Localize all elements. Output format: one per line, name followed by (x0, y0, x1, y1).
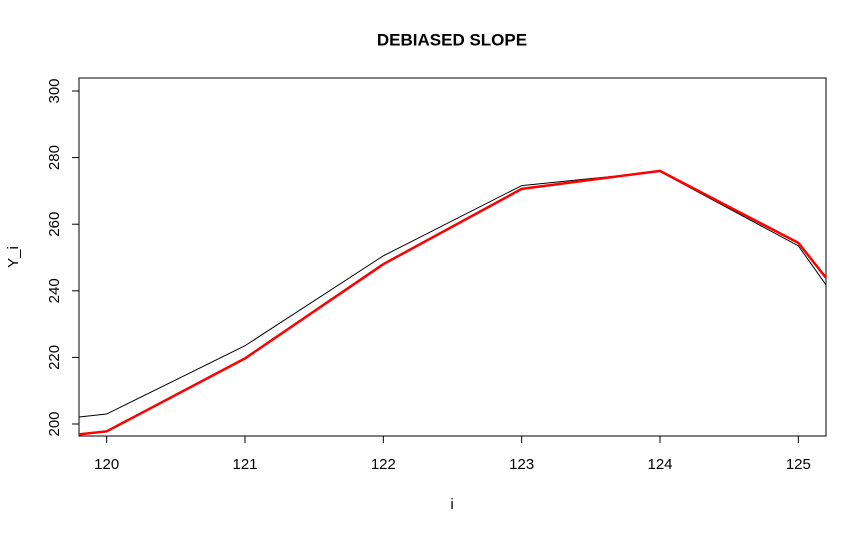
y-tick-label: 200 (46, 411, 63, 436)
x-tick-label: 120 (94, 456, 119, 473)
x-tick-label: 123 (509, 456, 534, 473)
y-tick-label: 240 (46, 278, 63, 303)
x-tick-label: 125 (786, 456, 811, 473)
x-tick-label: 121 (232, 456, 257, 473)
x-tick-label: 122 (371, 456, 396, 473)
y-tick-label: 280 (46, 145, 63, 170)
series-line (78, 171, 827, 418)
y-tick-label: 300 (46, 78, 63, 103)
y-tick-label: 260 (46, 212, 63, 237)
x-axis-label: i (450, 496, 453, 513)
chart-title: DEBIASED SLOPE (377, 30, 527, 49)
x-tick-label: 124 (647, 456, 672, 473)
y-tick-label: 220 (46, 345, 63, 370)
y-axis-label: Y_i (5, 246, 22, 268)
plot-frame (78, 77, 827, 437)
series-line (78, 169, 827, 436)
